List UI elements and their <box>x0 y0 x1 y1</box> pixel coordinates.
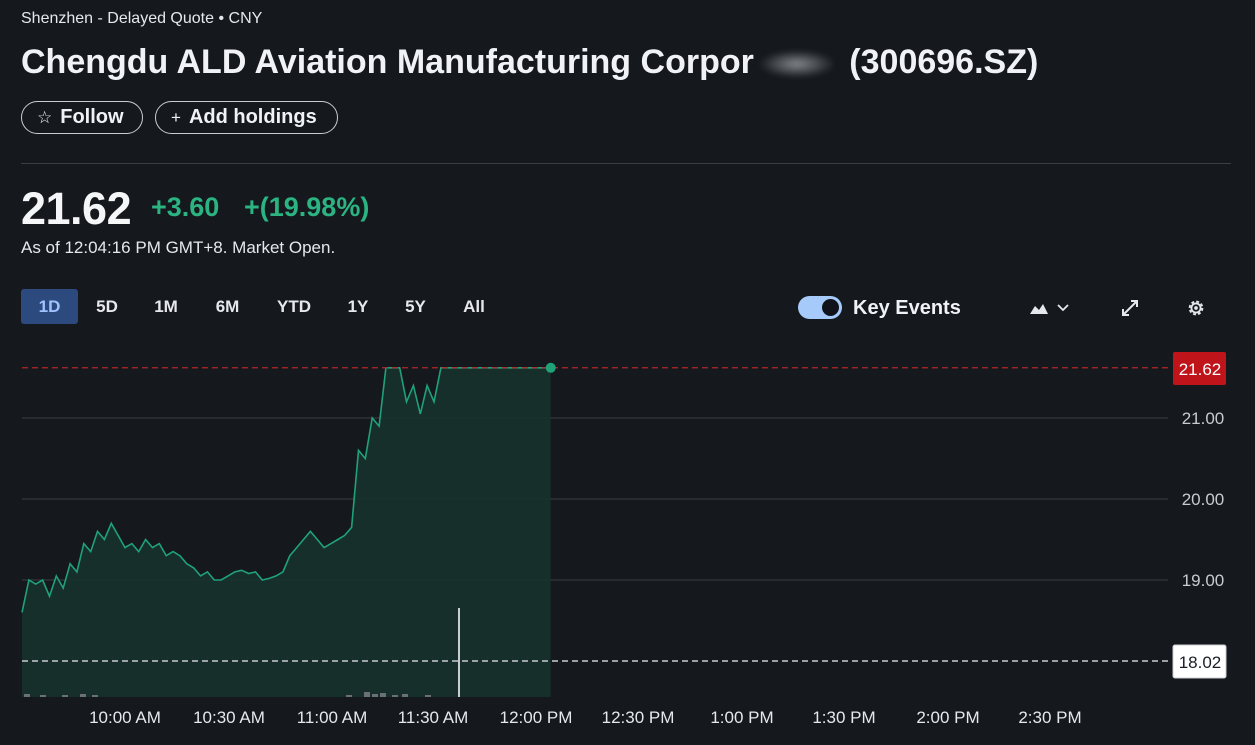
x-tick-label: 10:00 AM <box>89 708 161 727</box>
exchange-info: Shenzhen - Delayed Quote • CNY <box>21 10 263 27</box>
toggle-knob <box>822 299 839 316</box>
current-price-badge-label: 21.62 <box>1179 360 1222 379</box>
gear-icon <box>1188 300 1204 316</box>
volume-bar <box>372 694 378 697</box>
current-price: 21.62 <box>21 183 132 234</box>
follow-label: Follow <box>60 106 124 128</box>
x-tick-label: 1:30 PM <box>812 708 875 727</box>
range-1d[interactable]: 1D <box>21 289 78 324</box>
quote-timestamp: As of 12:04:16 PM GMT+8. Market Open. <box>21 238 336 257</box>
x-tick-label: 12:30 PM <box>602 708 675 727</box>
divider <box>21 163 1231 164</box>
star-icon: ☆ <box>37 107 53 127</box>
y-tick-label: 19.00 <box>1182 571 1225 590</box>
prev-close-badge-label: 18.02 <box>1179 653 1222 672</box>
last-price-marker <box>545 362 556 373</box>
range-5d[interactable]: 5D <box>96 297 118 316</box>
x-tick-label: 1:00 PM <box>710 708 773 727</box>
range-1m[interactable]: 1M <box>154 297 178 316</box>
y-tick-label: 21.00 <box>1182 409 1225 428</box>
company-name: Chengdu ALD Aviation Manufacturing Corpo… <box>21 43 754 81</box>
range-selector: 1D 5D 1M 6M YTD 1Y 5Y All <box>21 289 504 324</box>
x-tick-label: 2:00 PM <box>916 708 979 727</box>
page-title: Chengdu ALD Aviation Manufacturing Corpo… <box>21 43 1038 82</box>
x-tick-label: 11:00 AM <box>297 708 368 727</box>
follow-button[interactable]: ☆ Follow <box>21 101 143 134</box>
volume-bar <box>24 694 30 697</box>
volume-bar <box>364 692 370 697</box>
x-tick-label: 11:30 AM <box>398 708 469 727</box>
volume-bar <box>402 694 408 697</box>
ticker-symbol: (300696.SZ) <box>849 43 1039 81</box>
x-tick-label: 10:30 AM <box>193 708 265 727</box>
price-line <box>21 367 551 613</box>
key-events-toggle[interactable] <box>798 296 842 319</box>
price-chart[interactable]: 21.00 20.00 19.00 21.62 18.02 10:00 AM 10:30 A… <box>0 330 1255 745</box>
range-ytd[interactable]: YTD <box>277 297 311 316</box>
add-holdings-button[interactable]: + Add holdings <box>155 101 338 134</box>
range-all[interactable]: All <box>463 297 485 316</box>
current-price-badge <box>1173 352 1226 385</box>
volume-bar <box>425 695 431 697</box>
volume-bar <box>92 695 98 697</box>
volume-bar <box>62 695 68 697</box>
y-tick-label: 20.00 <box>1182 490 1225 509</box>
fullscreen-button[interactable] <box>1120 296 1140 320</box>
settings-button[interactable] <box>1185 296 1207 320</box>
volume-bar <box>392 695 398 697</box>
chart-type-dropdown[interactable] <box>1029 296 1069 320</box>
volume-bar <box>346 695 352 697</box>
add-holdings-label: Add holdings <box>188 106 317 128</box>
chevron-down-icon <box>1057 304 1069 312</box>
range-5y[interactable]: 5Y <box>405 297 426 316</box>
redacted-text <box>757 50 836 79</box>
price-change-percent: +(19.98%) <box>244 192 370 222</box>
prev-close-badge <box>1172 644 1227 679</box>
x-tick-label: 12:00 PM <box>500 708 573 727</box>
expand-icon <box>1122 300 1138 316</box>
volume-bar <box>80 694 86 697</box>
price-change: +3.60 <box>151 192 220 222</box>
range-6m[interactable]: 6M <box>215 297 240 316</box>
area-chart-icon <box>1030 304 1048 314</box>
volume-bar <box>380 693 386 697</box>
plus-icon: + <box>171 107 181 127</box>
price-area <box>22 367 551 697</box>
volume-bar <box>40 695 46 697</box>
key-events-label: Key Events <box>853 297 961 319</box>
range-1y[interactable]: 1Y <box>347 297 369 316</box>
x-tick-label: 2:30 PM <box>1018 708 1081 727</box>
